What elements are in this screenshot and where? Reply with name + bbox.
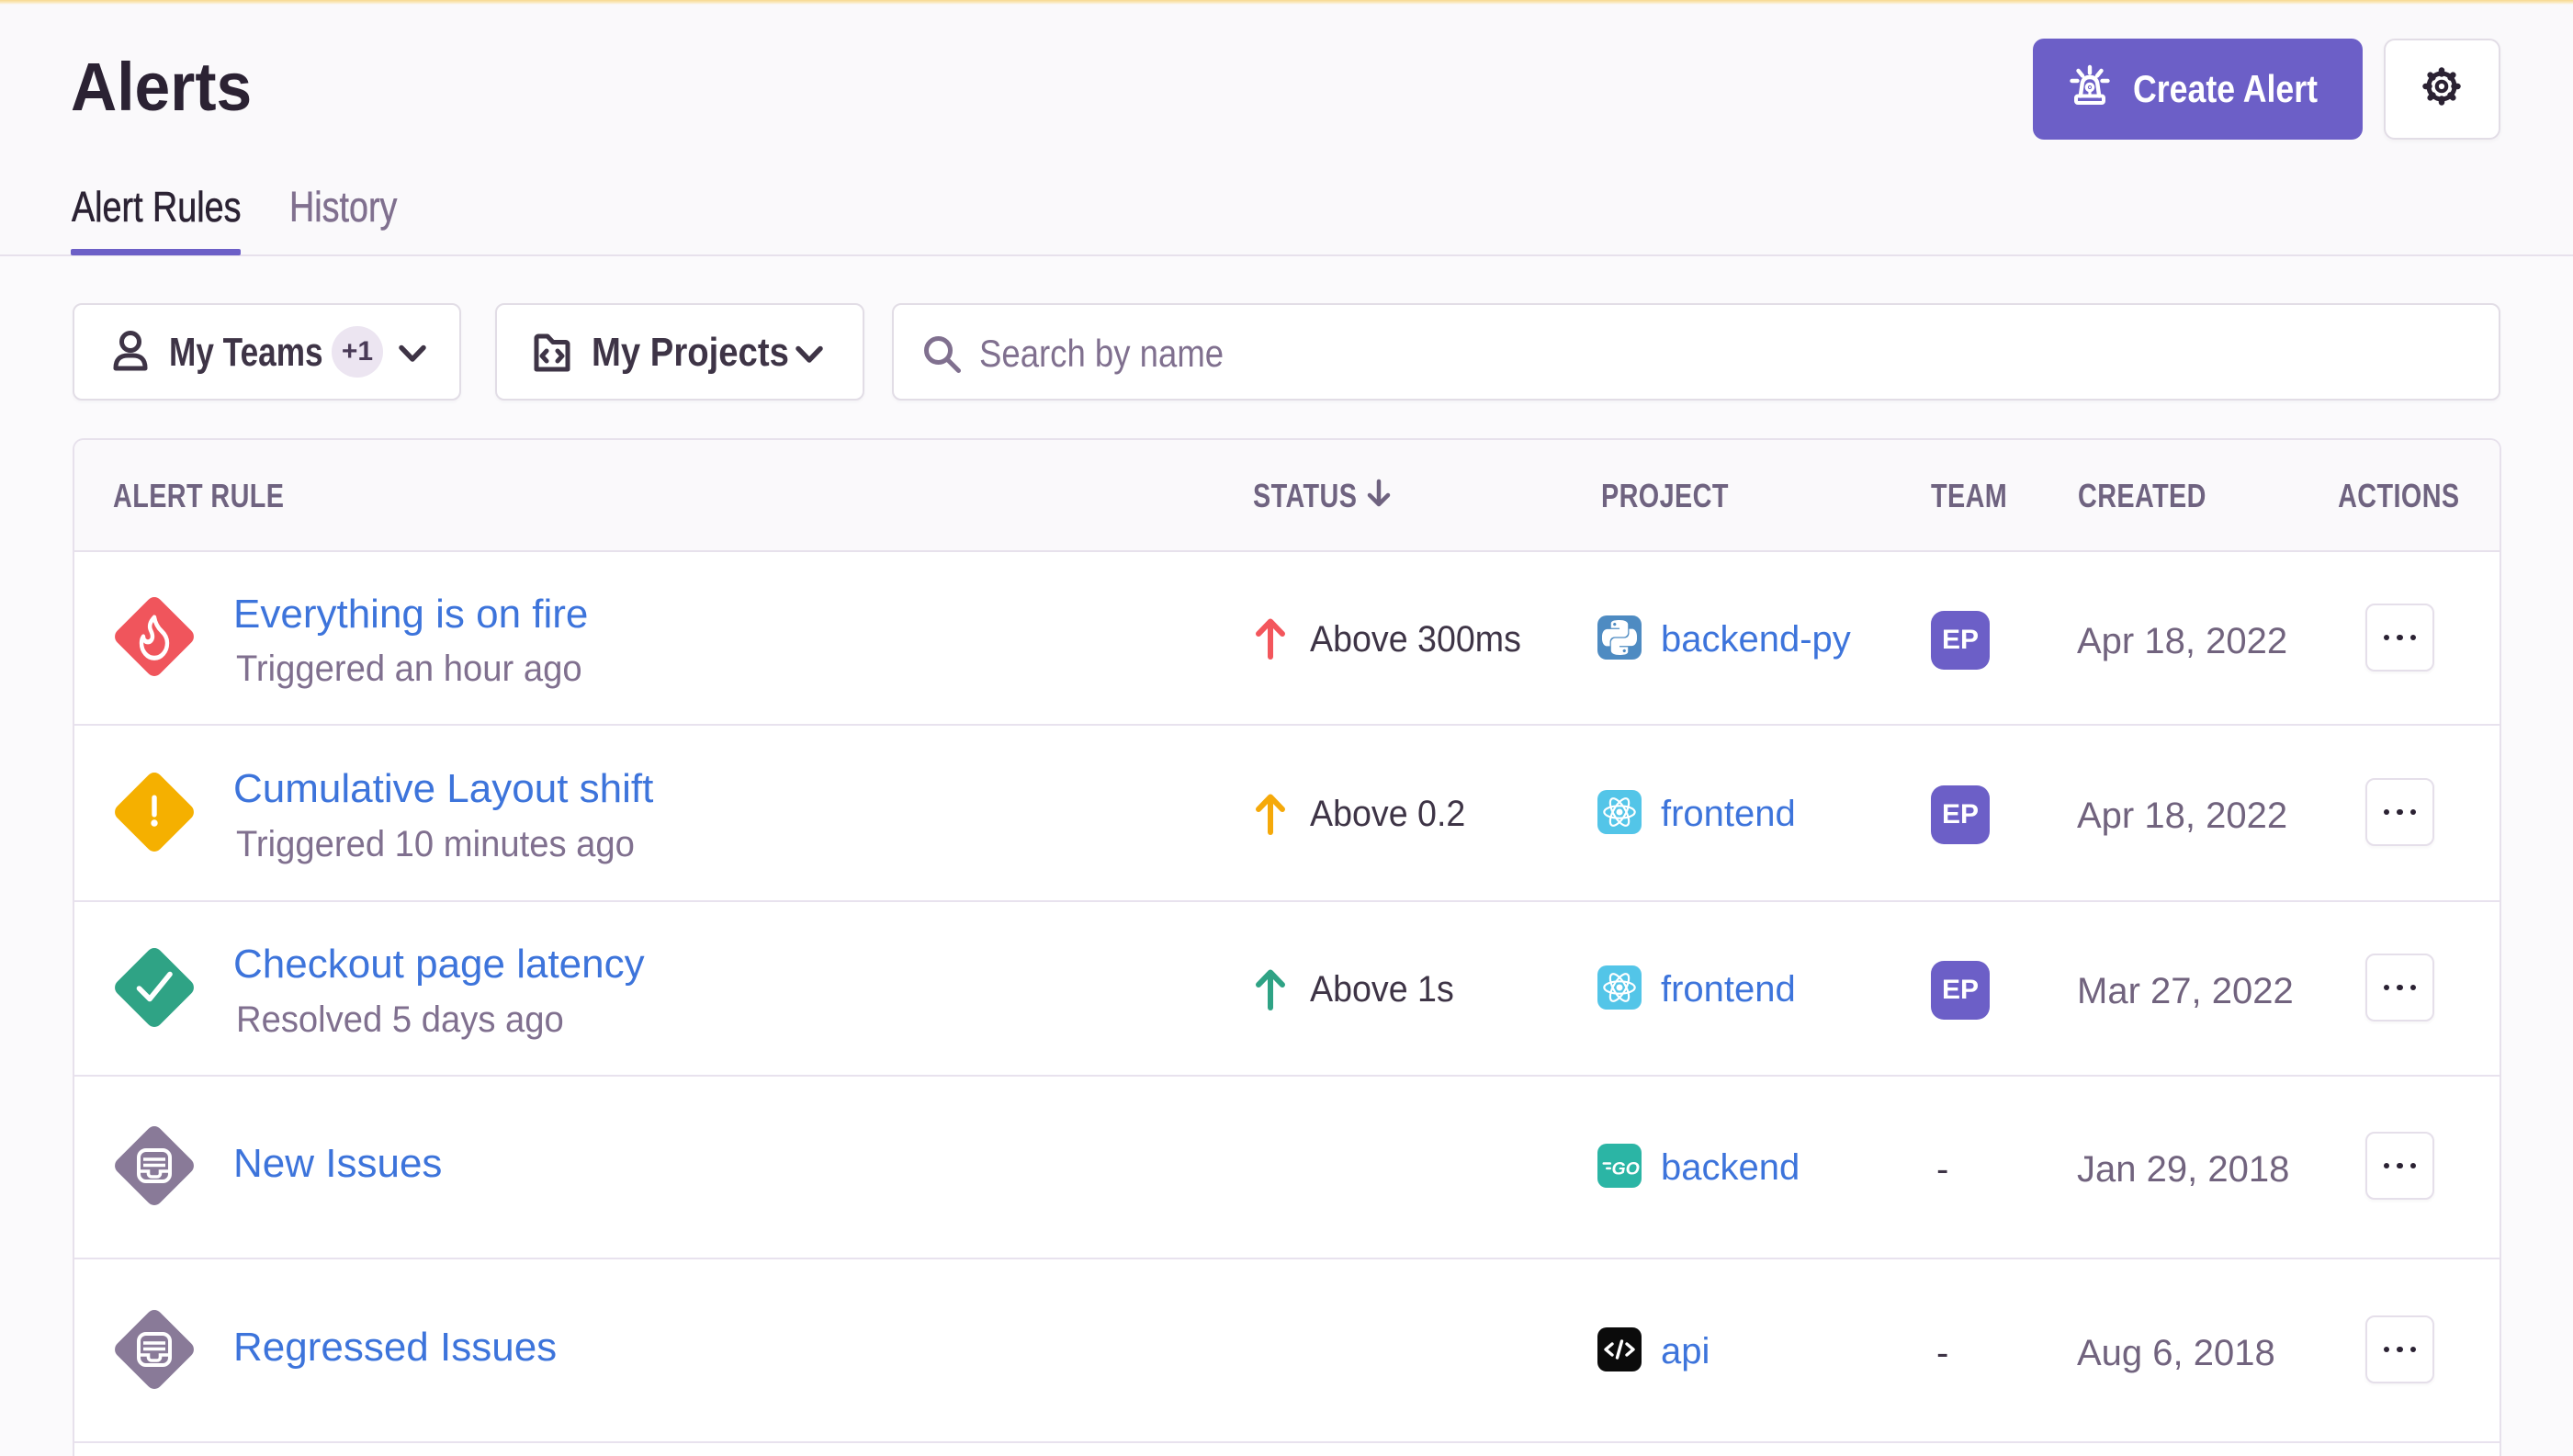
- svg-text:GO: GO: [1612, 1159, 1640, 1179]
